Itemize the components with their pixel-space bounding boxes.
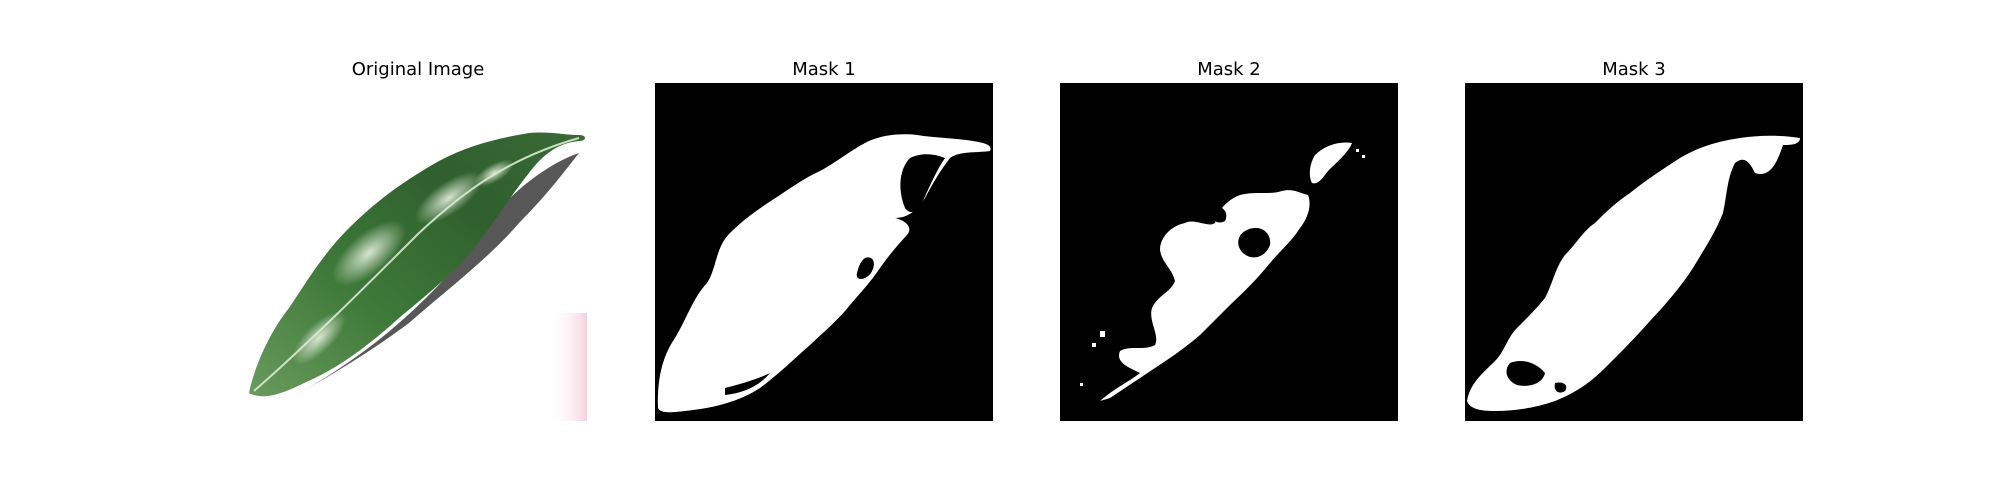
leaf-midrib (253, 137, 580, 392)
panel-title-mask-3: Mask 3 (1602, 59, 1666, 80)
leaf-photo (249, 83, 587, 421)
mask-3-panel (1465, 83, 1803, 421)
mask-2-image (1060, 83, 1398, 421)
mask-1-panel (655, 83, 993, 421)
mask-3-region (1467, 135, 1800, 411)
mask-3-image (1465, 83, 1803, 421)
panel-title-mask-1: Mask 1 (792, 59, 856, 80)
panel-title-original-image: Original Image (351, 59, 485, 80)
mask-2-panel (1060, 83, 1398, 421)
mask-1-image (655, 83, 993, 421)
panel-title-mask-2: Mask 2 (1197, 59, 1261, 80)
original-image-panel (249, 83, 587, 421)
